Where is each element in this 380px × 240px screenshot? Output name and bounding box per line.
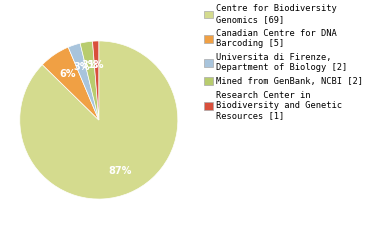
Wedge shape [20, 41, 178, 199]
Text: 3%: 3% [82, 60, 98, 70]
Wedge shape [80, 41, 99, 120]
Text: 87%: 87% [109, 166, 132, 176]
Wedge shape [42, 47, 99, 120]
Legend: Centre for Biodiversity
Genomics [69], Canadian Centre for DNA
Barcoding [5], Un: Centre for Biodiversity Genomics [69], C… [204, 4, 363, 121]
Wedge shape [92, 41, 99, 120]
Text: 6%: 6% [59, 69, 76, 79]
Wedge shape [68, 43, 99, 120]
Text: 1%: 1% [89, 60, 105, 70]
Text: 3%: 3% [73, 62, 90, 72]
